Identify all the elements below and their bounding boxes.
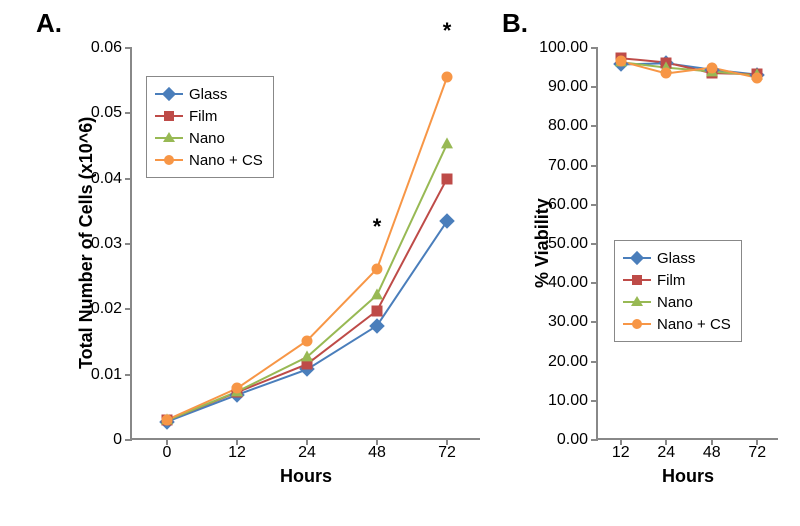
y-tick — [591, 282, 598, 284]
legend: Glass Film Nano Nano + CS — [146, 76, 274, 178]
data-marker — [371, 288, 383, 299]
x-tick-label: 24 — [657, 444, 675, 462]
legend-item: Nano — [155, 127, 263, 149]
data-marker — [706, 62, 717, 73]
data-marker — [752, 72, 763, 83]
y-tick — [125, 374, 132, 376]
y-axis-title: % Viability — [532, 198, 553, 288]
legend-swatch — [623, 273, 651, 287]
y-tick — [125, 439, 132, 441]
y-tick-label: 0 — [113, 431, 122, 449]
y-tick-label: 50.00 — [548, 235, 588, 253]
x-tick-label: 12 — [228, 444, 246, 462]
annotation-star: * — [443, 18, 452, 44]
y-tick — [591, 47, 598, 49]
y-tick — [591, 400, 598, 402]
y-tick — [125, 308, 132, 310]
legend-label: Nano — [189, 130, 225, 147]
legend-item: Glass — [155, 83, 263, 105]
y-tick-label: 40.00 — [548, 274, 588, 292]
panel-label: B. — [502, 8, 528, 39]
y-tick-label: 60.00 — [548, 196, 588, 214]
x-axis-title: Hours — [280, 466, 332, 487]
y-tick — [591, 204, 598, 206]
data-marker — [372, 263, 383, 274]
y-tick — [591, 321, 598, 323]
panel-label: A. — [36, 8, 62, 39]
y-tick — [125, 243, 132, 245]
data-marker — [615, 56, 626, 67]
y-tick-label: 100.00 — [539, 39, 588, 57]
y-tick — [591, 243, 598, 245]
x-tick-label: 48 — [703, 444, 721, 462]
x-tick-label: 72 — [748, 444, 766, 462]
y-tick-label: 70.00 — [548, 157, 588, 175]
legend-swatch — [155, 87, 183, 101]
legend-label: Glass — [657, 250, 695, 267]
legend-item: Nano + CS — [155, 149, 263, 171]
y-tick-label: 30.00 — [548, 313, 588, 331]
legend-label: Nano + CS — [657, 316, 731, 333]
y-tick-label: 80.00 — [548, 117, 588, 135]
legend-label: Nano — [657, 294, 693, 311]
x-tick-label: 24 — [298, 444, 316, 462]
y-tick-label: 0.06 — [91, 39, 122, 57]
x-axis-title: Hours — [662, 466, 714, 487]
legend-swatch — [623, 295, 651, 309]
data-marker — [162, 414, 173, 425]
annotation-star: * — [373, 214, 382, 240]
y-tick — [591, 165, 598, 167]
y-tick — [591, 125, 598, 127]
legend-item: Nano — [623, 291, 731, 313]
x-tick-label: 12 — [612, 444, 630, 462]
data-marker — [232, 383, 243, 394]
legend-swatch — [155, 153, 183, 167]
legend-item: Glass — [623, 247, 731, 269]
x-tick-label: 48 — [368, 444, 386, 462]
legend-swatch — [155, 131, 183, 145]
y-tick — [591, 361, 598, 363]
x-tick-label: 0 — [163, 444, 172, 462]
legend-item: Film — [155, 105, 263, 127]
data-marker — [301, 350, 313, 361]
legend-label: Glass — [189, 86, 227, 103]
y-tick-label: 90.00 — [548, 78, 588, 96]
legend-swatch — [155, 109, 183, 123]
legend-item: Film — [623, 269, 731, 291]
y-tick-label: 10.00 — [548, 392, 588, 410]
legend-label: Film — [657, 272, 685, 289]
y-tick — [125, 47, 132, 49]
y-tick — [591, 86, 598, 88]
legend-label: Film — [189, 108, 217, 125]
data-marker — [442, 173, 453, 184]
data-marker — [661, 68, 672, 79]
y-axis-title: Total Number of Cells (x10^6) — [76, 117, 97, 369]
data-marker — [442, 72, 453, 83]
legend-swatch — [623, 251, 651, 265]
data-marker — [302, 335, 313, 346]
data-marker — [369, 318, 385, 334]
data-marker — [441, 137, 453, 148]
legend: Glass Film Nano Nano + CS — [614, 240, 742, 342]
legend-swatch — [623, 317, 651, 331]
data-marker — [439, 213, 455, 229]
y-tick — [591, 439, 598, 441]
legend-label: Nano + CS — [189, 152, 263, 169]
y-tick-label: 20.00 — [548, 353, 588, 371]
y-tick — [125, 178, 132, 180]
x-tick-label: 72 — [438, 444, 456, 462]
y-tick — [125, 112, 132, 114]
legend-item: Nano + CS — [623, 313, 731, 335]
data-marker — [372, 305, 383, 316]
figure-root: A.00.010.020.030.040.050.06012244872Hour… — [0, 0, 800, 526]
y-tick-label: 0.00 — [557, 431, 588, 449]
